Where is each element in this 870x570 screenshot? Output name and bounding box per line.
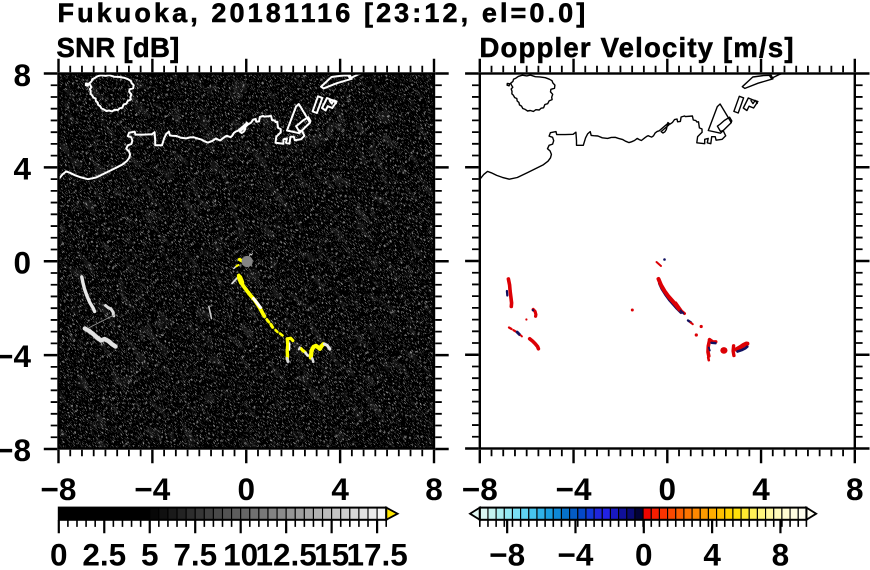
svg-text:−8: −8 — [489, 537, 525, 570]
svg-text:0: 0 — [50, 537, 68, 570]
svg-text:0: 0 — [13, 244, 31, 280]
svg-text:17.5: 17.5 — [346, 537, 407, 570]
svg-text:10: 10 — [223, 537, 258, 570]
svg-text:8: 8 — [846, 471, 864, 507]
svg-text:5: 5 — [141, 537, 159, 570]
svg-text:8: 8 — [13, 57, 31, 93]
svg-text:4: 4 — [752, 471, 770, 507]
svg-text:8: 8 — [772, 537, 790, 570]
svg-text:−8: −8 — [41, 471, 77, 507]
svg-text:Doppler Velocity [m/s]: Doppler Velocity [m/s] — [480, 32, 795, 63]
svg-text:0: 0 — [237, 471, 255, 507]
svg-text:−8: −8 — [462, 471, 498, 507]
svg-text:4: 4 — [331, 471, 349, 507]
svg-text:7.5: 7.5 — [173, 537, 217, 570]
svg-text:SNR [dB]: SNR [dB] — [57, 32, 180, 63]
svg-text:12.5: 12.5 — [256, 537, 317, 570]
svg-text:4: 4 — [703, 537, 721, 570]
svg-text:−4: −4 — [558, 537, 594, 570]
svg-text:−4: −4 — [0, 338, 31, 374]
svg-text:−8: −8 — [0, 432, 31, 468]
svg-text:15: 15 — [314, 537, 349, 570]
svg-text:2.5: 2.5 — [82, 537, 126, 570]
svg-text:−4: −4 — [556, 471, 592, 507]
svg-text:8: 8 — [425, 471, 443, 507]
svg-text:0: 0 — [659, 471, 677, 507]
svg-text:−4: −4 — [134, 471, 170, 507]
svg-text:4: 4 — [13, 151, 31, 187]
svg-text:0: 0 — [635, 537, 653, 570]
svg-text:Fukuoka, 20181116 [23:12, el=0: Fukuoka, 20181116 [23:12, el=0.0] — [58, 0, 589, 28]
